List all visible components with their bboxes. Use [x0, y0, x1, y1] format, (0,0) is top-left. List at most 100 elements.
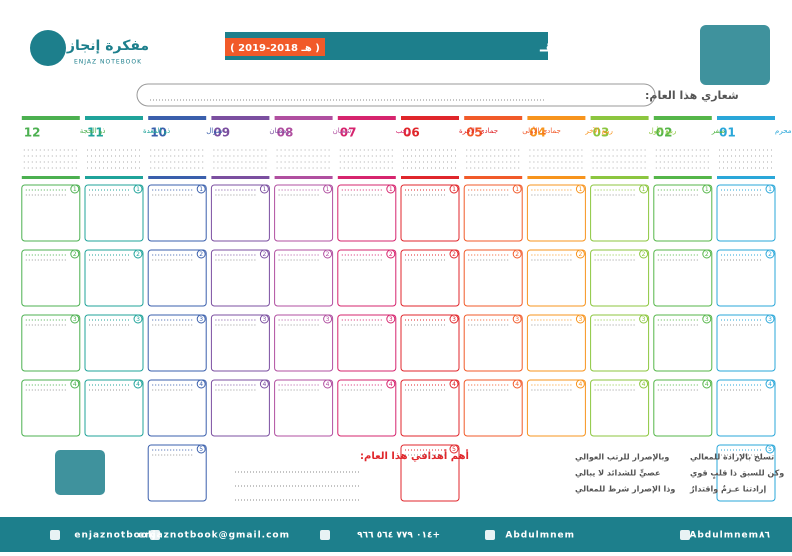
- week-number: 5: [452, 446, 456, 453]
- week-box: [653, 379, 713, 437]
- week-badge: [259, 184, 269, 194]
- week-box: [84, 184, 144, 242]
- week-badge: [323, 379, 333, 389]
- month-top-bar: [85, 116, 143, 120]
- week-number: 3: [73, 316, 77, 323]
- week-box: [210, 249, 270, 307]
- week-number: 4: [768, 381, 772, 388]
- week-badge: [639, 314, 649, 324]
- week-number: 5: [768, 446, 772, 453]
- week-box: [210, 184, 270, 242]
- brand-badge: [55, 450, 105, 495]
- month-number: 01: [719, 126, 736, 140]
- poem-line: وكن للسبق ذا قلبٍ قوي: [690, 469, 784, 479]
- month-name: ربيع الأول: [649, 126, 677, 135]
- week-box: [210, 379, 270, 437]
- logo-icon: [30, 30, 66, 66]
- week-badge: [70, 379, 80, 389]
- title: مخطط إنجاز 1440 هـ: [539, 37, 710, 56]
- week-number: 1: [705, 186, 709, 193]
- week-box: [337, 314, 397, 372]
- week-number: 2: [705, 251, 709, 258]
- week-number: 1: [452, 186, 456, 193]
- week-badge: [449, 314, 459, 324]
- poem-line: إرادتنا عـزمٌ واقتدارٌ: [689, 484, 767, 493]
- week-badge: [449, 184, 459, 194]
- footer-text: ٠١٤ ٧٧٩ ٥٦٤ ٩٦٦+: [357, 531, 440, 541]
- month-bottom-bar: [401, 176, 459, 179]
- week-badge: [386, 379, 396, 389]
- week-box: [274, 314, 334, 372]
- week-number: 1: [262, 186, 266, 193]
- week-number: 3: [642, 316, 646, 323]
- week-box: [463, 249, 523, 307]
- week-badge: [386, 184, 396, 194]
- footer-icon: [485, 530, 495, 540]
- month-bottom-bar: [337, 176, 396, 179]
- week-box: [400, 314, 460, 372]
- week-badge: [70, 314, 80, 324]
- week-box: [400, 444, 460, 502]
- week-box: [21, 314, 81, 372]
- week-box: [147, 444, 207, 502]
- week-box: [590, 379, 650, 437]
- month-bottom-bar: [717, 176, 775, 179]
- week-badge: [259, 314, 269, 324]
- week-box: [400, 184, 460, 242]
- week-badge: [575, 379, 585, 389]
- subtitle-box: [225, 38, 325, 56]
- brand-badge: [700, 25, 770, 85]
- week-badge: [639, 184, 649, 194]
- month-top-bar: [653, 116, 712, 120]
- week-box: [653, 249, 713, 307]
- month-bottom-bar: [85, 176, 143, 179]
- week-box: [716, 249, 776, 307]
- week-badge: [639, 249, 649, 259]
- week-badge: [323, 249, 333, 259]
- week-badge: [133, 184, 143, 194]
- month-number: 06: [403, 126, 420, 140]
- month-top-bar: [148, 116, 207, 120]
- week-number: 4: [452, 381, 456, 388]
- week-number: 1: [515, 186, 519, 193]
- month-name: جمادى الآخرة: [459, 126, 498, 135]
- week-badge: [133, 379, 143, 389]
- week-box: [463, 184, 523, 242]
- week-box: [84, 314, 144, 372]
- week-box: [21, 249, 81, 307]
- week-number: 2: [199, 251, 203, 258]
- week-number: 2: [515, 251, 519, 258]
- week-number: 3: [136, 316, 140, 323]
- week-badge: [765, 379, 775, 389]
- week-badge: [196, 444, 206, 454]
- week-number: 4: [73, 381, 77, 388]
- week-badge: [512, 314, 522, 324]
- week-badge: [386, 314, 396, 324]
- month-bottom-bar: [274, 176, 333, 179]
- week-number: 1: [199, 186, 203, 193]
- week-number: 3: [705, 316, 709, 323]
- week-box: [590, 184, 650, 242]
- week-badge: [512, 184, 522, 194]
- poem-line: تسلح بالإرادة للمعالي: [690, 453, 774, 462]
- month-bottom-bar: [590, 176, 649, 179]
- week-badge: [196, 379, 206, 389]
- week-box: [653, 314, 713, 372]
- week-badge: [512, 379, 522, 389]
- month-name: جمادى الأولى: [522, 126, 561, 135]
- subtitle: ( 2019-2018 هـ ): [230, 43, 320, 54]
- logo-name: مفكرة إنجاز: [66, 38, 149, 54]
- month-name: ذو القعدة: [143, 127, 170, 135]
- week-box: [84, 249, 144, 307]
- month-name: محرم: [775, 127, 792, 135]
- month-number: 04: [529, 126, 546, 140]
- week-box: [526, 379, 586, 437]
- week-number: 2: [768, 251, 772, 258]
- month-bottom-bar: [464, 176, 523, 179]
- week-number: 3: [199, 316, 203, 323]
- month-name: ربيع الآخر: [584, 126, 613, 135]
- month-top-bar: [274, 116, 333, 120]
- month-top-bar: [401, 116, 459, 120]
- week-box: [274, 379, 334, 437]
